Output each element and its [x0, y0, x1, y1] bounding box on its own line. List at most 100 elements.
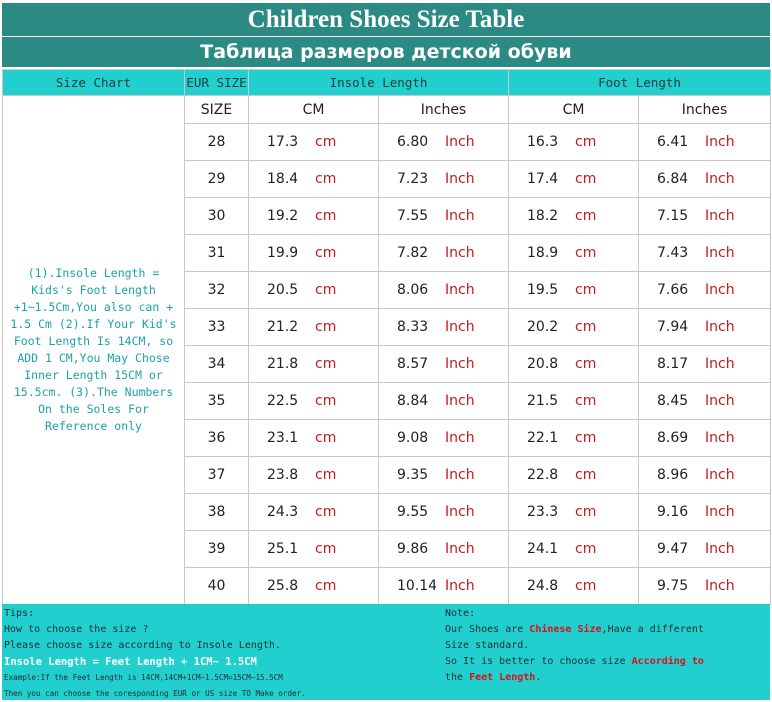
- value: 18.2: [527, 208, 559, 224]
- value: 17.4: [527, 171, 559, 187]
- value: 7.66: [657, 282, 689, 298]
- unit-label: Inch: [705, 541, 735, 557]
- value: 24.8: [527, 578, 559, 594]
- tips-order-note: Then you can choose the coresponding EUR…: [4, 689, 306, 698]
- insole-cm-cell: 21.8 cm: [248, 345, 379, 383]
- table-row: 36 23.1 cm 9.08 Inch 22.1 cm 8.69 Inch: [3, 419, 772, 457]
- insole-inch-cell: 6.80 Inch: [378, 123, 509, 161]
- insole-inch-cell: 9.55 Inch: [378, 493, 509, 531]
- note-highlight-according: According to: [631, 656, 704, 667]
- foot-cm-cell: 21.5 cm: [508, 382, 639, 420]
- foot-inch-cell: 9.75 Inch: [637, 567, 772, 605]
- value: 8.33: [397, 319, 429, 335]
- insole-inch-cell: 7.55 Inch: [378, 197, 509, 235]
- insole-cm-cell: 23.8 cm: [248, 456, 379, 494]
- insole-inch-cell: 9.35 Inch: [378, 456, 509, 494]
- value: 22.8: [527, 467, 559, 483]
- foot-cm-cell: 24.8 cm: [508, 567, 639, 605]
- header-insole-length: Insole Length: [248, 69, 509, 96]
- value: 8.96: [657, 467, 689, 483]
- eur-size-value: 29: [207, 171, 226, 187]
- header-foot-length: Foot Length: [507, 69, 772, 96]
- eur-size-cell: 36: [184, 419, 249, 457]
- unit-label: cm: [575, 319, 597, 335]
- unit-label: cm: [575, 467, 597, 483]
- size-chart-note: (1).Insole Length = Kids's Foot Length +…: [2, 95, 185, 605]
- foot-inch-cell: 7.66 Inch: [637, 271, 772, 309]
- value: 23.1: [267, 430, 299, 446]
- note-text: So It is better to choose size: [445, 656, 632, 667]
- value: 8.06: [397, 282, 429, 298]
- value: 24.3: [267, 504, 299, 520]
- unit-label: cm: [315, 578, 337, 594]
- eur-size-cell: 37: [184, 456, 249, 494]
- unit-label: Inch: [705, 282, 735, 298]
- header-size-chart: Size Chart: [2, 69, 185, 96]
- note-text: .: [535, 672, 542, 683]
- table-row: 29 18.4 cm 7.23 Inch 17.4 cm 6.84 Inch: [3, 160, 772, 198]
- unit-label: Inch: [445, 430, 475, 446]
- tips-formula: Insole Length = Feet Length + 1CM~ 1.5CM: [4, 656, 257, 668]
- foot-inch-cell: 8.17 Inch: [637, 345, 772, 383]
- eur-size-value: 38: [207, 504, 226, 520]
- value: 7.15: [657, 208, 689, 224]
- unit-label: cm: [575, 578, 597, 594]
- unit-label: cm: [315, 245, 337, 261]
- tips-question: How to choose the size ?: [4, 624, 149, 635]
- foot-cm-cell: 19.5 cm: [508, 271, 639, 309]
- eur-size-value: 32: [207, 282, 226, 298]
- tips-heading: Tips:: [4, 608, 35, 619]
- unit-label: cm: [315, 430, 337, 446]
- value: 8.17: [657, 356, 689, 372]
- value: 7.23: [397, 171, 429, 187]
- unit-label: Inch: [445, 541, 475, 557]
- unit-label: cm: [315, 208, 337, 224]
- value: 9.86: [397, 541, 429, 557]
- table-row: 32 20.5 cm 8.06 Inch 19.5 cm 7.66 Inch: [3, 271, 772, 309]
- value: 18.4: [267, 171, 299, 187]
- foot-cm-cell: 18.9 cm: [508, 234, 639, 272]
- foot-cm-cell: 23.3 cm: [508, 493, 639, 531]
- value: 10.14: [397, 578, 438, 594]
- subheader-insole-cm: CM: [248, 95, 379, 124]
- insole-cm-cell: 23.1 cm: [248, 419, 379, 457]
- unit-label: cm: [575, 541, 597, 557]
- value: 21.5: [527, 393, 559, 409]
- eur-size-value: 34: [207, 356, 226, 372]
- foot-cm-cell: 22.8 cm: [508, 456, 639, 494]
- foot-inch-cell: 9.47 Inch: [637, 530, 772, 568]
- foot-inch-cell: 9.16 Inch: [637, 493, 772, 531]
- foot-cm-cell: 18.2 cm: [508, 197, 639, 235]
- insole-inch-cell: 10.14 Inch: [378, 567, 509, 605]
- insole-inch-cell: 8.84 Inch: [378, 382, 509, 420]
- note-line-feet-length: the Feet Length.: [445, 670, 767, 686]
- foot-cm-cell: 20.2 cm: [508, 308, 639, 346]
- unit-label: cm: [315, 467, 337, 483]
- unit-label: Inch: [705, 578, 735, 594]
- note-heading: Note:: [445, 608, 476, 619]
- foot-inch-cell: 8.69 Inch: [637, 419, 772, 457]
- value: 25.8: [267, 578, 299, 594]
- insole-inch-cell: 8.33 Inch: [378, 308, 509, 346]
- value: 6.84: [657, 171, 689, 187]
- note-line-standard: Size standard.: [445, 640, 530, 651]
- foot-inch-cell: 7.43 Inch: [637, 234, 772, 272]
- eur-size-cell: 35: [184, 382, 249, 420]
- eur-size-cell: 38: [184, 493, 249, 531]
- unit-label: Inch: [445, 134, 475, 150]
- value: 24.1: [527, 541, 559, 557]
- eur-size-value: 28: [207, 134, 226, 150]
- insole-inch-cell: 9.86 Inch: [378, 530, 509, 568]
- unit-label: Inch: [445, 393, 475, 409]
- unit-label: cm: [315, 134, 337, 150]
- value: 20.5: [267, 282, 299, 298]
- unit-label: Inch: [445, 245, 475, 261]
- unit-label: cm: [315, 541, 337, 557]
- table-row: 40 25.8 cm 10.14 Inch 24.8 cm 9.75 Inch: [3, 567, 772, 605]
- eur-size-value: 36: [207, 430, 226, 446]
- unit-label: cm: [575, 134, 597, 150]
- unit-label: cm: [315, 282, 337, 298]
- value: 9.08: [397, 430, 429, 446]
- eur-size-value: 30: [207, 208, 226, 224]
- insole-inch-cell: 8.06 Inch: [378, 271, 509, 309]
